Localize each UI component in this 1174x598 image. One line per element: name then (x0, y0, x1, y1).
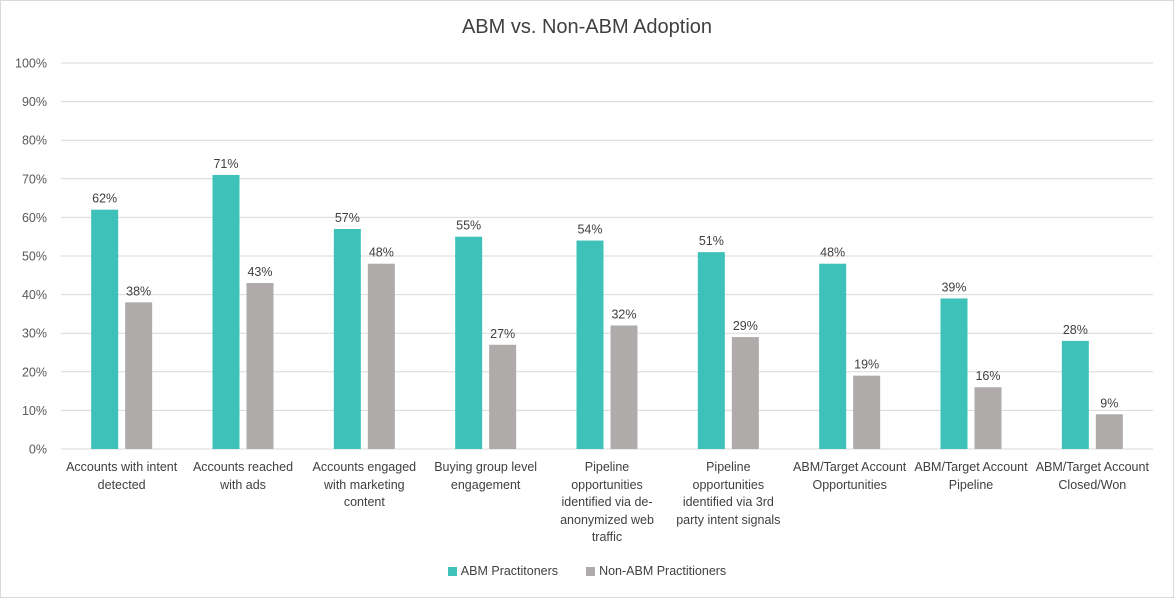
x-tick-label: Pipeline opportunities identified via 3r… (676, 460, 781, 527)
y-tick-label: 20% (22, 365, 47, 379)
data-label: 43% (247, 265, 272, 279)
data-label: 28% (1063, 323, 1088, 337)
bar-non-abm (125, 302, 153, 449)
data-label: 38% (126, 284, 151, 298)
data-label: 16% (975, 369, 1000, 383)
bar-non-abm (974, 387, 1002, 449)
x-tick-label: Accounts engaged with marketing content (312, 460, 417, 509)
x-tick-label: Accounts with intent detected (66, 460, 178, 492)
data-label: 27% (490, 327, 515, 341)
data-label: 39% (941, 280, 966, 294)
data-label: 19% (854, 358, 879, 372)
bar-non-abm (246, 283, 274, 449)
data-label: 51% (699, 234, 724, 248)
bar-abm (212, 174, 240, 449)
y-tick-label: 0% (29, 443, 47, 457)
bar-non-abm (731, 337, 759, 449)
x-tick-label: ABM/Target Account Opportunities (793, 460, 907, 492)
x-tick-label: Accounts reached with ads (192, 460, 294, 492)
data-label: 57% (335, 211, 360, 225)
y-tick-label: 100% (15, 57, 47, 71)
bar-non-abm (367, 263, 395, 449)
data-label: 9% (1100, 396, 1118, 410)
y-tick-label: 10% (22, 404, 47, 418)
legend-swatch-abm (447, 566, 457, 576)
y-tick-label: 80% (22, 134, 47, 148)
data-label: 71% (213, 157, 238, 171)
bar-non-abm (610, 325, 638, 449)
y-tick-label: 90% (22, 95, 47, 109)
x-tick-label: Buying group level engagement (434, 460, 538, 492)
data-label: 62% (92, 192, 117, 206)
bar-abm (455, 236, 483, 449)
data-label: 32% (611, 307, 636, 321)
legend: ABM Practitoners Non-ABM Practitioners (1, 564, 1173, 578)
chart-title: ABM vs. Non-ABM Adoption (461, 16, 713, 38)
bar-non-abm (1095, 414, 1123, 449)
legend-item-non-abm: Non-ABM Practitioners (586, 564, 726, 578)
data-label: 54% (577, 223, 602, 237)
legend-label-non-abm: Non-ABM Practitioners (599, 564, 727, 578)
legend-swatch-non-abm (586, 566, 596, 576)
data-label: 48% (369, 246, 394, 260)
bar-non-abm (489, 344, 517, 449)
bar-abm (91, 209, 119, 449)
x-tick-label: Pipeline opportunities identified via de… (560, 460, 654, 544)
y-tick-label: 60% (22, 211, 47, 225)
y-tick-label: 30% (22, 327, 47, 341)
bar-abm (576, 240, 604, 449)
x-tick-label: ABM/Target Account Pipeline (914, 460, 1028, 492)
y-tick-label: 50% (22, 250, 47, 264)
data-label: 48% (820, 246, 845, 260)
bar-abm (1061, 340, 1089, 449)
bar-abm (819, 263, 847, 449)
bar-non-abm (853, 375, 881, 449)
data-label: 55% (456, 219, 481, 233)
bar-abm (333, 228, 361, 449)
data-label: 29% (733, 319, 758, 333)
bar-abm (697, 252, 725, 449)
legend-label-abm: ABM Practitoners (460, 564, 559, 578)
y-tick-label: 70% (22, 172, 47, 186)
legend-item-abm: ABM Practitoners (447, 564, 559, 578)
y-tick-label: 40% (22, 288, 47, 302)
x-tick-label: ABM/Target Account Closed/Won (1035, 460, 1149, 492)
bar-abm (940, 298, 968, 449)
